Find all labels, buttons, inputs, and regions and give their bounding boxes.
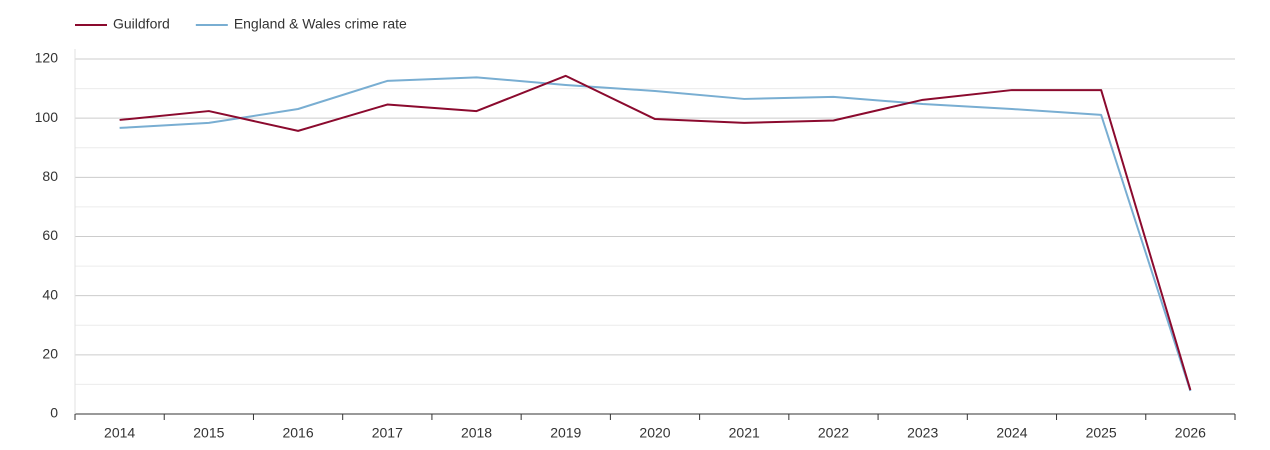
y-tick-label: 0 <box>50 405 58 421</box>
y-tick-label: 20 <box>42 346 58 362</box>
x-tick-label: 2022 <box>818 425 849 441</box>
x-tick-label: 2023 <box>907 425 938 441</box>
legend-label: Guildford <box>113 16 170 32</box>
x-tick-label: 2020 <box>639 425 670 441</box>
x-tick-label: 2016 <box>282 425 313 441</box>
y-tick-label: 60 <box>42 227 58 243</box>
x-tick-label: 2014 <box>104 425 135 441</box>
x-tick-label: 2018 <box>461 425 492 441</box>
x-tick-label: 2025 <box>1086 425 1117 441</box>
x-tick-label: 2015 <box>193 425 224 441</box>
y-tick-label: 80 <box>42 168 58 184</box>
y-tick-label: 40 <box>42 286 58 302</box>
y-tick-label: 100 <box>35 109 59 125</box>
y-tick-label: 120 <box>35 50 59 66</box>
x-tick-label: 2019 <box>550 425 581 441</box>
x-tick-label: 2026 <box>1175 425 1206 441</box>
series-line <box>119 74 1192 391</box>
series-line <box>119 76 1192 392</box>
x-tick-label: 2024 <box>996 425 1027 441</box>
legend-label: England & Wales crime rate <box>234 16 407 32</box>
x-tick-label: 2021 <box>729 425 760 441</box>
x-tick-label: 2017 <box>372 425 403 441</box>
